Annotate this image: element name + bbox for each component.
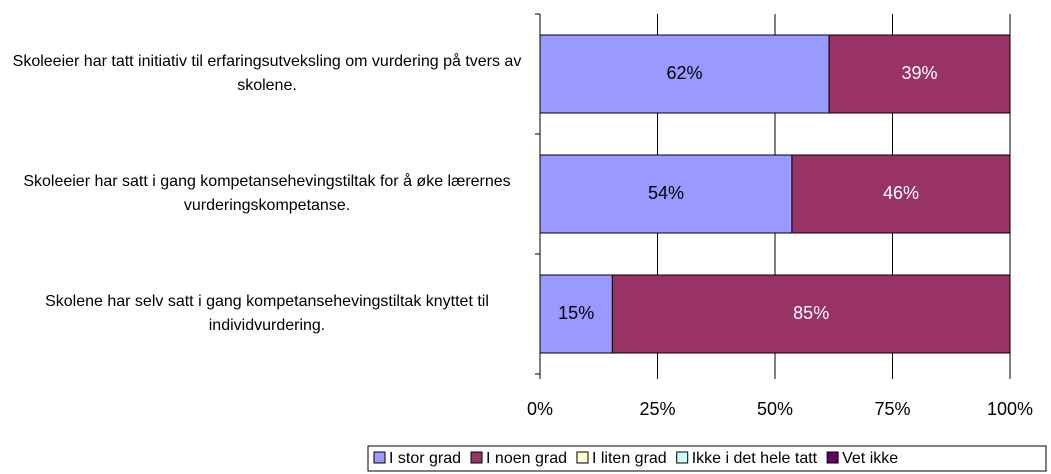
x-tick-label: 75% (874, 399, 910, 419)
data-label: 15% (558, 303, 594, 323)
bar-segment (828, 34, 1011, 114)
x-tick-label: 100% (987, 399, 1033, 419)
bar-segment (539, 154, 793, 234)
legend-swatch (470, 451, 483, 464)
category-label: Skolene har selv satt i gang kompetanseh… (45, 293, 489, 334)
x-tick-label: 50% (757, 399, 793, 419)
legend-label: I noen grad (486, 450, 567, 467)
legend-label: Ikke i det hele tatt (692, 450, 818, 467)
legend-swatch (576, 451, 589, 464)
x-tick-label: 25% (639, 399, 675, 419)
category-label: Skoleeier har satt i gang kompetansehevi… (23, 173, 511, 214)
x-tick-label: 0% (527, 399, 553, 419)
category-label: Skoleeier har tatt initiativ til erfarin… (12, 53, 522, 94)
legend-label: I liten grad (592, 450, 667, 467)
legend-swatch (373, 451, 386, 464)
data-label: 46% (883, 183, 919, 203)
bar-segment (611, 274, 1011, 354)
legend-swatch (826, 451, 839, 464)
legend-swatch (676, 451, 689, 464)
data-label: 39% (902, 63, 938, 83)
data-label: 85% (793, 303, 829, 323)
legend-label: I stor grad (389, 450, 461, 467)
legend-label: Vet ikke (842, 450, 898, 467)
data-label: 62% (667, 63, 703, 83)
bar-segment (791, 154, 1011, 234)
data-label: 54% (648, 183, 684, 203)
